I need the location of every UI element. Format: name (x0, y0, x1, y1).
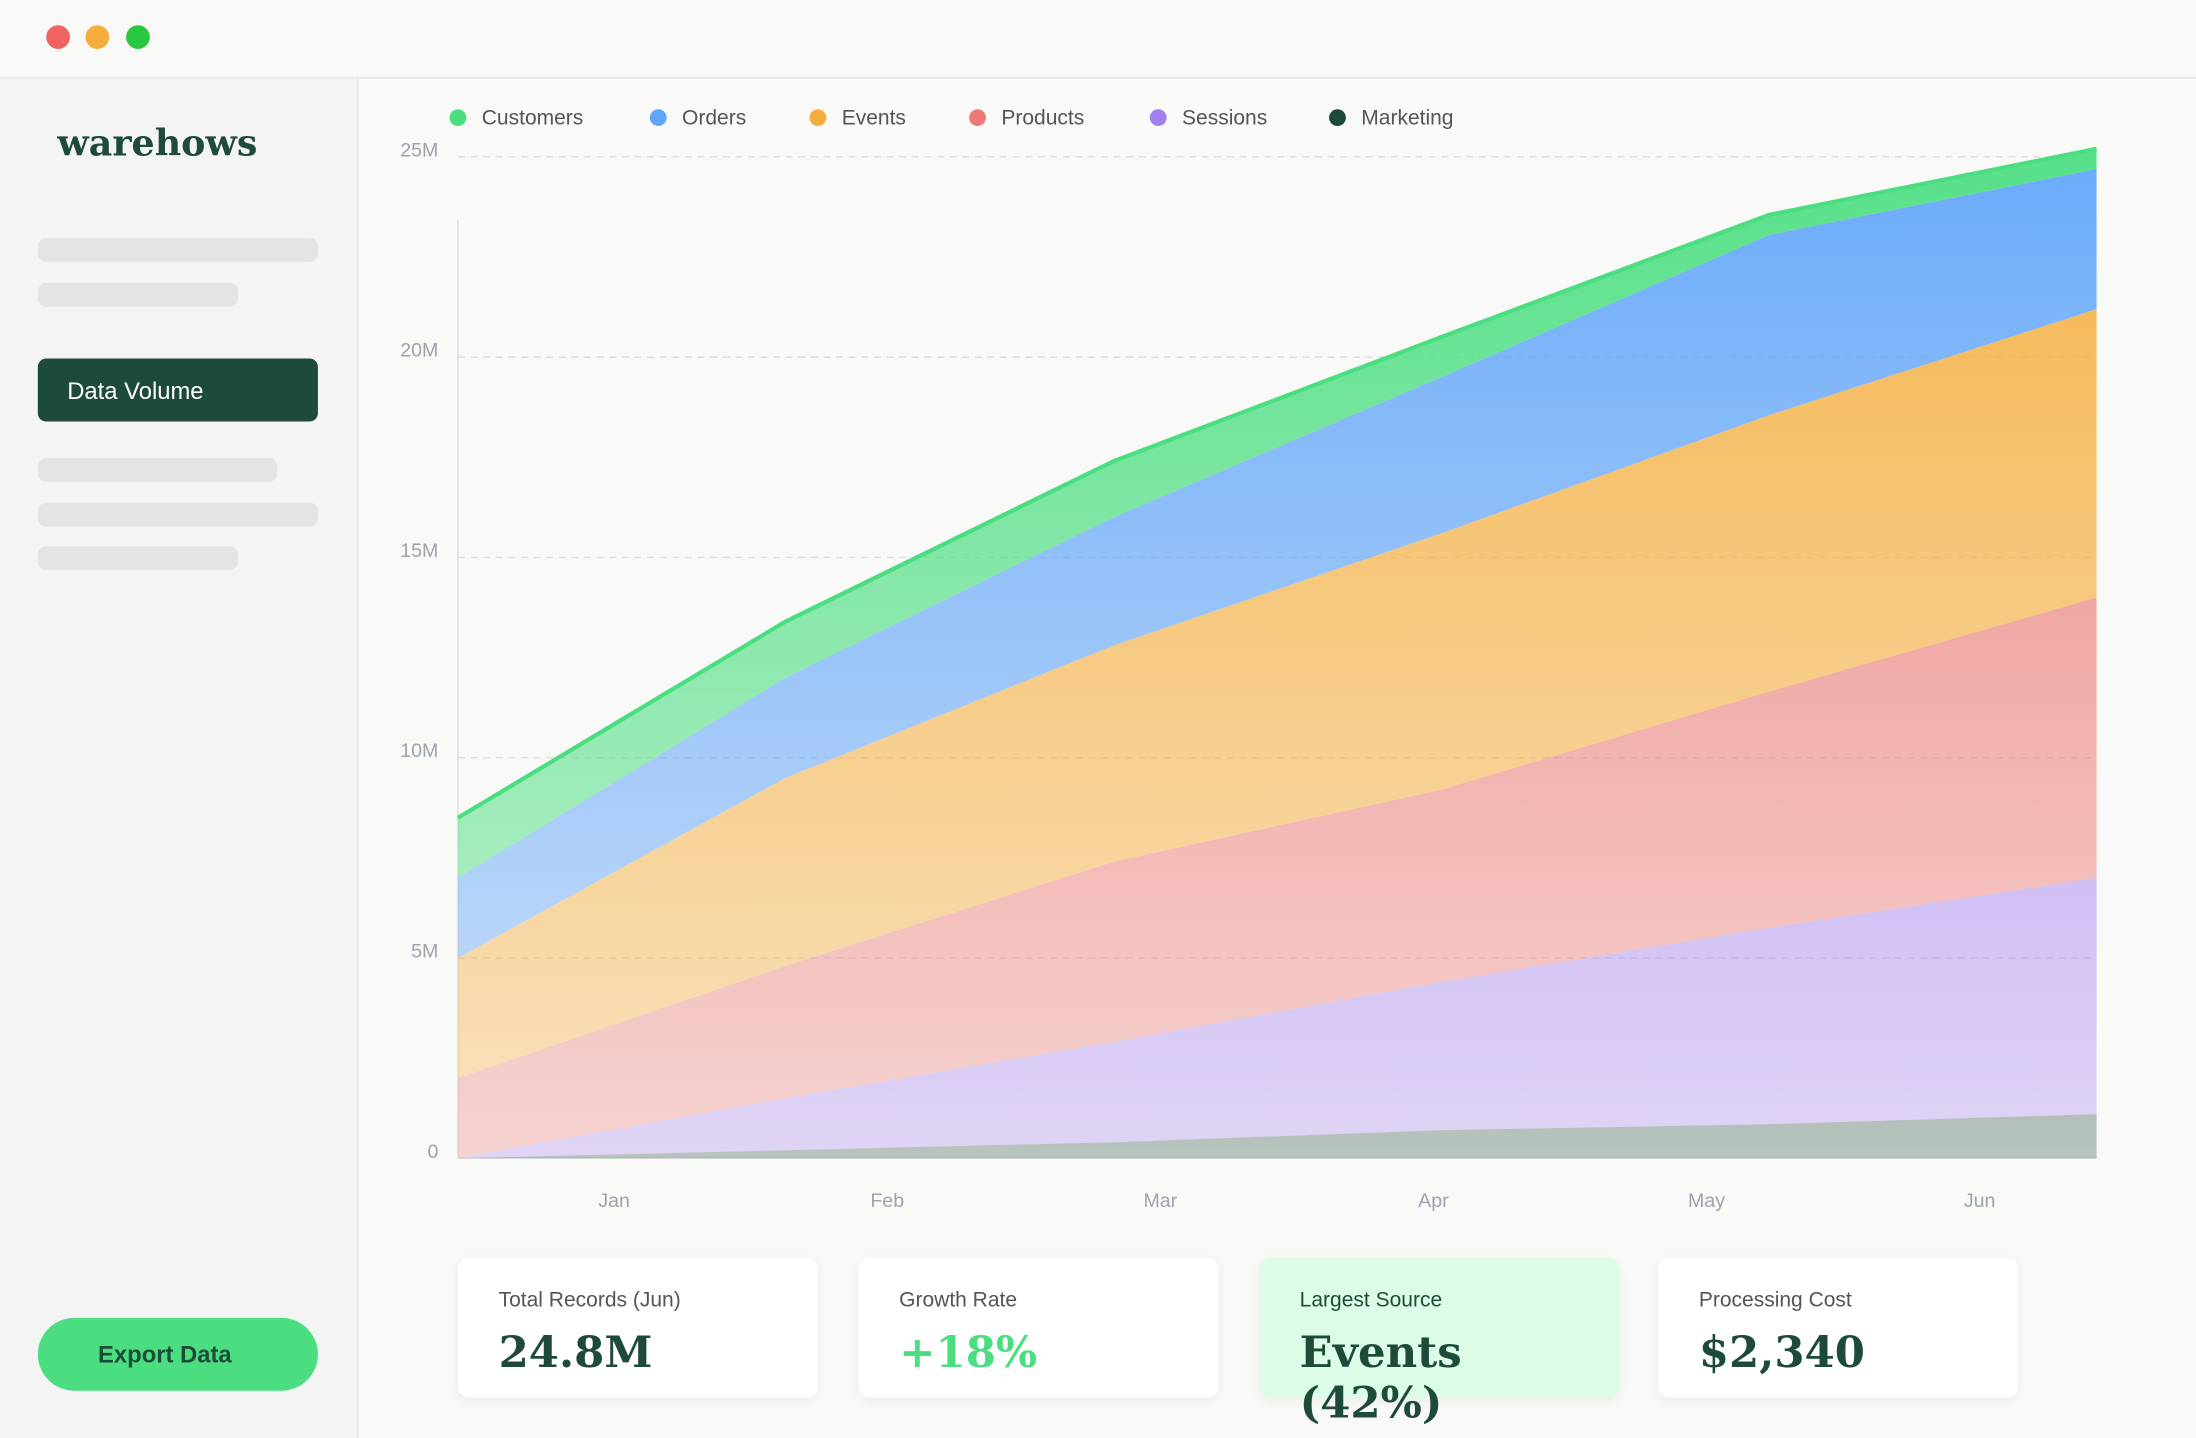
y-tick-label: 5M (411, 941, 438, 963)
kpi-value: 24.8M (498, 1327, 653, 1379)
kpi-label: Largest Source (1299, 1288, 1443, 1313)
y-tick-label: 10M (400, 740, 438, 762)
legend-dot (969, 109, 986, 127)
x-tick-label: Jan (598, 1190, 630, 1212)
legend-label: Sessions (1182, 107, 1267, 130)
legend-label: Marketing (1361, 107, 1453, 130)
y-tick-label: 0 (427, 1141, 438, 1163)
kpi-card: Growth Rate +18% (858, 1257, 1219, 1398)
legend-label: Orders (682, 107, 746, 130)
area-events (457, 309, 2097, 1079)
placeholder (37, 238, 318, 262)
zoom-button[interactable] (126, 25, 150, 50)
x-tick-label: Apr (1418, 1190, 1449, 1212)
nav-item[interactable]: Data Volume (37, 358, 318, 422)
legend-dot (449, 109, 467, 127)
close-button[interactable] (46, 25, 71, 50)
kpi-label: Processing Cost (1698, 1288, 1852, 1313)
placeholder (37, 502, 318, 527)
chart: 0 5M 10M 15M 20M 25M Jan Feb Mar Apr May Jun Custome… (400, 107, 2097, 1212)
legend-label: Customers (482, 107, 584, 130)
placeholder (37, 457, 278, 482)
x-tick-label: Jun (1964, 1190, 1996, 1212)
legend-dot (809, 109, 827, 127)
y-tick-label: 15M (400, 540, 438, 562)
sidebar: warehows Data Volume Export Data (0, 78, 359, 1438)
legend-label: Events (842, 107, 906, 130)
kpi-value: $2,340 (1698, 1327, 1865, 1379)
kpi-label: Growth Rate (899, 1288, 1018, 1313)
kpi-card: Largest Source Events (42%) (1259, 1257, 1619, 1429)
y-tick-label: 20M (400, 340, 438, 362)
x-tick-label: Feb (870, 1190, 904, 1212)
legend-dot (1149, 109, 1167, 127)
legend-dot (649, 109, 667, 127)
kpi-label: Total Records (Jun) (498, 1288, 681, 1313)
kpi-card: Total Records (Jun) 24.8M (457, 1257, 818, 1398)
kpi-value: Events (42%) (1299, 1327, 1462, 1429)
placeholder (37, 282, 239, 307)
top-line (456, 146, 2097, 820)
export-button[interactable]: Export Data (37, 1317, 318, 1391)
kpi-value: +18% (899, 1327, 1038, 1379)
y-tick-label: 25M (400, 139, 438, 161)
x-tick-label: May (1688, 1190, 1725, 1212)
logo: warehows (57, 123, 258, 166)
x-tick-label: Mar (1143, 1190, 1177, 1212)
title-bar (0, 0, 2196, 79)
legend-dot (1329, 109, 1346, 127)
kpi-card: Processing Cost $2,340 (1658, 1257, 2019, 1398)
minimize-button[interactable] (85, 25, 110, 50)
area-orders (457, 168, 2097, 958)
area-marketing (457, 1114, 2097, 1159)
area-products (457, 597, 2097, 1159)
area-sessions (457, 877, 2097, 1159)
placeholder (37, 546, 239, 571)
legend-label: Products (1001, 107, 1084, 130)
